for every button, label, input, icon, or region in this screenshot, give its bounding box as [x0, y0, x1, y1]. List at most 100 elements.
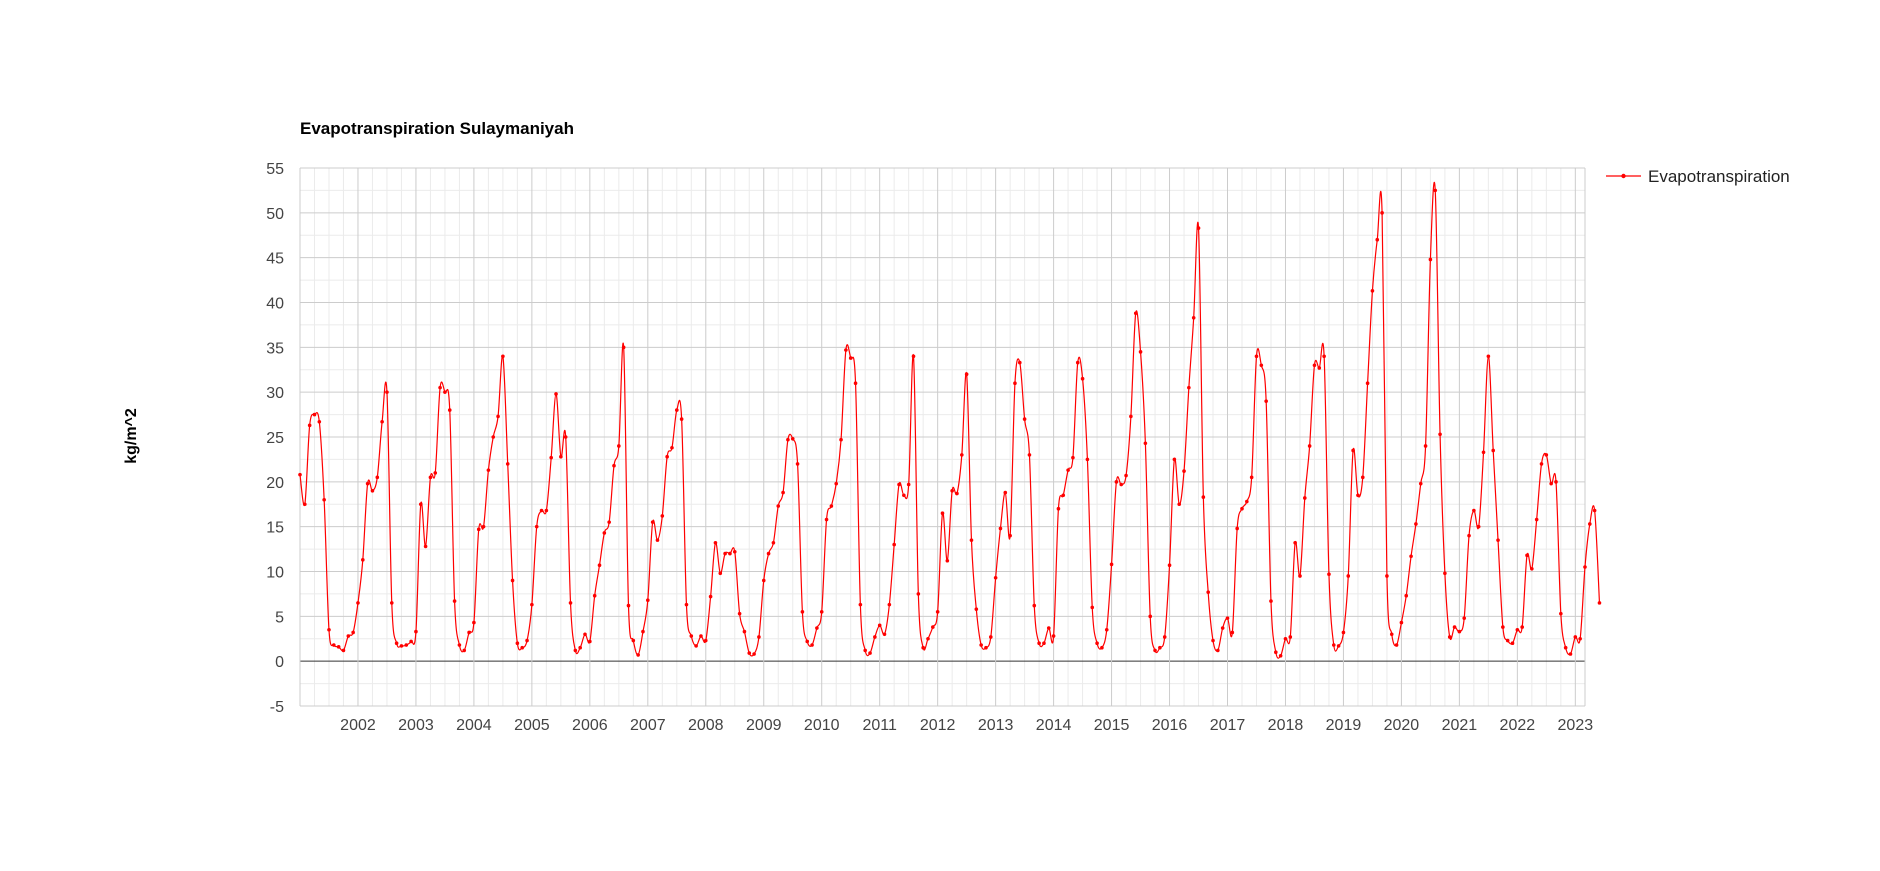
data-point[interactable] — [1312, 363, 1317, 368]
data-point[interactable] — [428, 475, 433, 480]
data-point[interactable] — [670, 445, 674, 450]
data-point[interactable] — [1100, 645, 1104, 650]
data-point[interactable] — [607, 520, 611, 524]
data-point[interactable] — [1182, 469, 1186, 473]
data-point[interactable] — [737, 611, 742, 616]
data-point[interactable] — [1472, 508, 1476, 513]
data-point[interactable] — [1394, 643, 1399, 647]
data-point[interactable] — [1534, 517, 1539, 522]
data-point[interactable] — [752, 652, 756, 656]
data-point[interactable] — [1486, 354, 1491, 359]
data-point[interactable] — [844, 348, 848, 352]
data-point[interactable] — [1331, 643, 1336, 647]
data-point[interactable] — [684, 602, 689, 607]
data-point[interactable] — [534, 524, 539, 529]
data-point[interactable] — [1496, 538, 1500, 542]
data-point[interactable] — [496, 414, 500, 419]
data-point[interactable] — [766, 551, 771, 556]
data-point[interactable] — [646, 598, 650, 602]
data-point[interactable] — [317, 419, 322, 424]
data-point[interactable] — [679, 417, 684, 421]
data-point[interactable] — [462, 648, 467, 653]
data-point[interactable] — [602, 531, 607, 535]
data-point[interactable] — [1071, 455, 1075, 460]
data-point[interactable] — [1404, 593, 1409, 598]
data-point[interactable] — [1341, 630, 1346, 635]
data-point[interactable] — [877, 623, 882, 628]
data-point[interactable] — [636, 653, 640, 657]
data-point[interactable] — [1365, 381, 1370, 386]
data-point[interactable] — [882, 632, 887, 637]
data-point[interactable] — [365, 481, 370, 486]
data-point[interactable] — [433, 471, 438, 475]
data-point[interactable] — [1423, 444, 1428, 448]
data-point[interactable] — [771, 541, 776, 545]
data-point[interactable] — [1433, 188, 1438, 193]
data-point[interactable] — [389, 601, 394, 605]
data-point[interactable] — [728, 551, 732, 556]
data-point[interactable] — [781, 490, 785, 495]
data-point[interactable] — [1385, 574, 1389, 578]
data-point[interactable] — [1104, 627, 1109, 632]
data-point[interactable] — [626, 603, 631, 608]
data-point[interactable] — [322, 497, 326, 502]
data-point[interactable] — [457, 643, 462, 647]
data-point[interactable] — [1249, 475, 1254, 480]
data-point[interactable] — [718, 571, 723, 576]
data-point[interactable] — [853, 381, 858, 386]
data-point[interactable] — [1351, 448, 1355, 453]
data-point[interactable] — [1245, 499, 1249, 504]
data-point[interactable] — [1457, 629, 1462, 634]
data-point[interactable] — [1568, 652, 1573, 656]
data-point[interactable] — [747, 651, 752, 655]
data-point[interactable] — [1133, 311, 1138, 316]
data-point[interactable] — [1148, 614, 1153, 619]
data-point[interactable] — [1288, 635, 1293, 639]
data-point[interactable] — [1153, 648, 1157, 653]
data-point[interactable] — [1066, 468, 1070, 472]
data-point[interactable] — [1216, 648, 1220, 653]
data-point[interactable] — [361, 558, 365, 562]
data-point[interactable] — [1515, 627, 1520, 632]
data-point[interactable] — [409, 639, 413, 644]
data-point[interactable] — [452, 599, 457, 603]
data-point[interactable] — [1278, 653, 1283, 658]
data-point[interactable] — [404, 643, 409, 647]
data-point[interactable] — [501, 354, 505, 359]
data-point[interactable] — [1452, 625, 1457, 629]
data-point[interactable] — [1360, 475, 1365, 480]
data-point[interactable] — [906, 482, 911, 487]
data-point[interactable] — [423, 544, 428, 549]
data-point[interactable] — [1085, 457, 1090, 462]
data-point[interactable] — [1162, 635, 1167, 639]
data-point[interactable] — [1592, 508, 1597, 513]
data-point[interactable] — [588, 639, 592, 644]
data-point[interactable] — [399, 644, 404, 648]
data-point[interactable] — [1510, 641, 1515, 646]
data-point[interactable] — [699, 634, 703, 638]
data-point[interactable] — [824, 517, 829, 522]
data-point[interactable] — [1414, 522, 1418, 526]
data-point[interactable] — [776, 504, 781, 508]
data-point[interactable] — [554, 392, 558, 396]
data-point[interactable] — [1240, 506, 1244, 511]
data-point[interactable] — [1336, 644, 1341, 648]
data-point[interactable] — [848, 356, 853, 360]
data-point[interactable] — [1046, 626, 1051, 630]
data-point[interactable] — [1191, 315, 1196, 320]
data-point[interactable] — [1573, 635, 1578, 639]
data-point[interactable] — [327, 627, 331, 632]
data-point[interactable] — [960, 453, 964, 457]
data-point[interactable] — [1129, 414, 1133, 419]
data-point[interactable] — [955, 491, 959, 496]
data-point[interactable] — [703, 638, 708, 643]
data-point[interactable] — [505, 462, 510, 466]
data-point[interactable] — [1037, 641, 1041, 646]
data-point[interactable] — [631, 638, 636, 643]
data-point[interactable] — [761, 578, 766, 583]
data-point[interactable] — [592, 593, 597, 598]
data-point[interactable] — [375, 475, 380, 480]
data-point[interactable] — [1090, 605, 1095, 610]
data-point[interactable] — [1554, 480, 1558, 484]
data-point[interactable] — [1177, 502, 1181, 507]
